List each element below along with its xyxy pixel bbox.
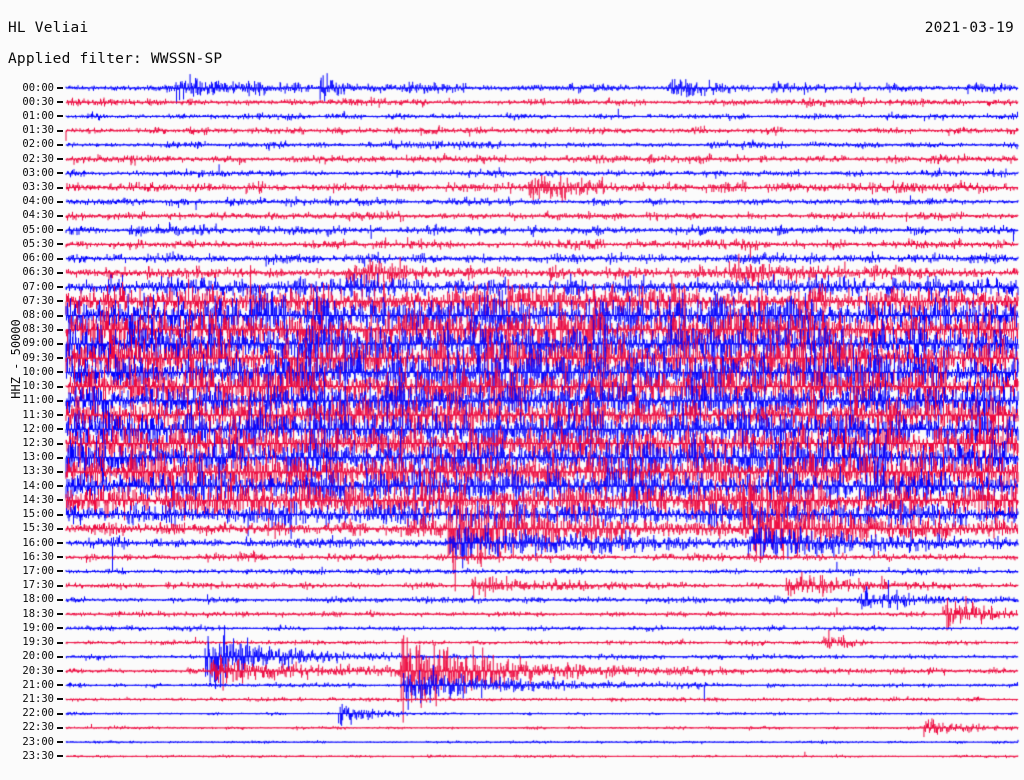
plot-area [66,62,1018,768]
